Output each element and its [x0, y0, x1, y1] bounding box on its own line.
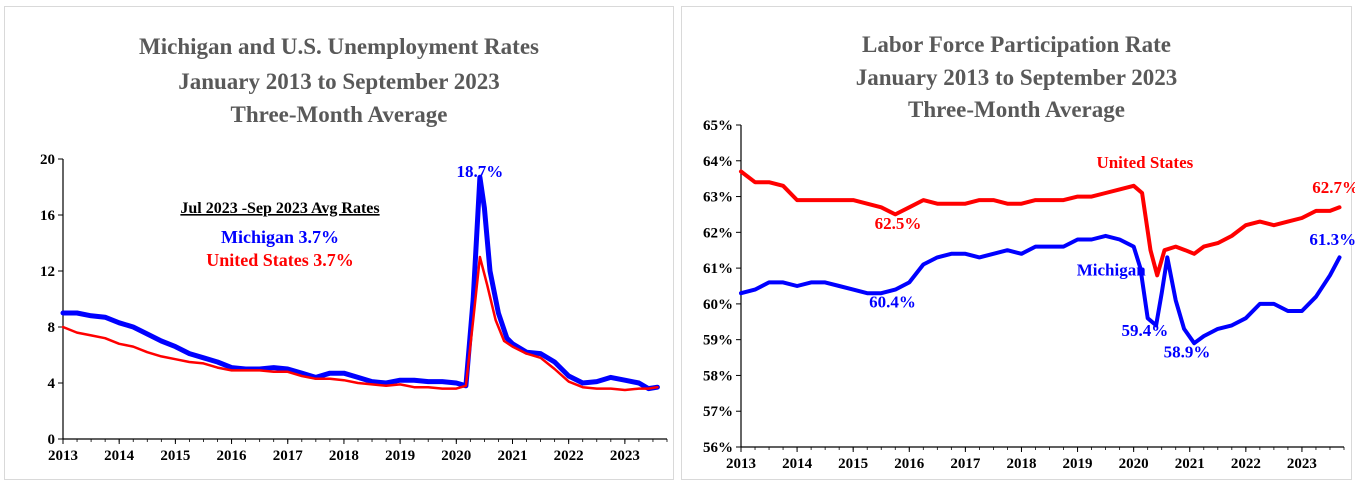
- chart-title-line-3: Three-Month Average: [230, 102, 448, 127]
- unemployment-line-chart: 0 4 8 12 16 20 2013 2014 2015 2016 2017 2018 2019 202…: [40, 152, 668, 464]
- x-tick-label: 2020: [441, 448, 471, 464]
- y-tick-label: 56%: [703, 440, 733, 456]
- x-tick-label: 2013: [726, 456, 756, 472]
- x-tick-label: 2023: [610, 448, 640, 464]
- data-label: 18.7%: [457, 162, 504, 181]
- x-tick-label: 2021: [1175, 456, 1205, 472]
- data-label: 62.7%: [1312, 178, 1355, 197]
- y-tick-label: 16: [40, 208, 56, 224]
- data-label: 62.5%: [875, 214, 922, 233]
- y-tick-label: 62%: [703, 225, 733, 241]
- series-line-united-states: [61, 255, 659, 392]
- y-tick-label: 4: [48, 376, 56, 392]
- x-tick-label: 2023: [1287, 456, 1317, 472]
- data-label: 58.9%: [1164, 343, 1211, 362]
- series-line-michigan: [739, 233, 1342, 346]
- y-tick-label: 8: [48, 320, 56, 336]
- x-tick-label: 2022: [1231, 456, 1261, 472]
- data-label: 60.4%: [869, 292, 916, 311]
- y-tick-label: 57%: [703, 404, 733, 420]
- x-tick-label: 2016: [217, 448, 248, 464]
- y-tick-label: 12: [40, 264, 55, 280]
- participation-chart-panel: Labor Force Participation Rate January 2…: [681, 6, 1355, 480]
- x-tick-label: 2014: [782, 456, 813, 472]
- y-tick-label: 59%: [703, 333, 733, 349]
- y-tick-label: 64%: [703, 154, 733, 170]
- data-label: United States: [1096, 153, 1193, 172]
- x-tick-label: 2015: [160, 448, 190, 464]
- participation-line-chart: 56% 57% 58% 59% 60% 61% 62% 63% 64% 65% 2013 2014 20…: [703, 118, 1355, 472]
- y-tick-label: 61%: [703, 261, 733, 277]
- y-tick-label: 0: [48, 432, 56, 448]
- x-tick-label: 2013: [48, 448, 78, 464]
- chart-title-line-2: January 2013 to September 2023: [855, 65, 1178, 90]
- chart-title-line-1: Labor Force Participation Rate: [862, 32, 1171, 57]
- series-line-michigan: [60, 174, 660, 392]
- y-tick-label: 20: [40, 152, 55, 168]
- series-line-united-states: [739, 169, 1342, 278]
- inset-rate-line: United States 3.7%: [206, 250, 354, 270]
- data-label: Michigan: [1077, 260, 1146, 279]
- x-tick-label: 2019: [385, 448, 415, 464]
- x-tick-label: 2018: [1006, 456, 1036, 472]
- y-tick-label: 60%: [703, 297, 733, 313]
- x-tick-label: 2021: [497, 448, 527, 464]
- chart-title-line-2: January 2013 to September 2023: [178, 69, 500, 94]
- data-label: 61.3%: [1309, 230, 1355, 249]
- unemployment-chart-panel: Michigan and U.S. Unemployment Rates Jan…: [4, 6, 674, 480]
- y-tick-label: 65%: [703, 118, 733, 134]
- chart-title-line-3: Three-Month Average: [908, 97, 1125, 122]
- x-tick-label: 2017: [273, 448, 304, 464]
- inset-heading: Jul 2023 -Sep 2023 Avg Rates: [180, 200, 379, 217]
- y-tick-label: 63%: [703, 190, 733, 206]
- x-tick-label: 2018: [329, 448, 359, 464]
- x-tick-label: 2017: [950, 456, 981, 472]
- x-tick-label: 2022: [554, 448, 584, 464]
- x-tick-label: 2020: [1119, 456, 1149, 472]
- y-tick-label: 58%: [703, 368, 733, 384]
- x-tick-label: 2014: [104, 448, 135, 464]
- chart-title-line-1: Michigan and U.S. Unemployment Rates: [139, 34, 539, 59]
- inset-rate-line: Michigan 3.7%: [221, 227, 339, 247]
- x-tick-label: 2015: [838, 456, 868, 472]
- data-label: 59.4%: [1121, 321, 1168, 340]
- x-tick-label: 2016: [894, 456, 925, 472]
- x-tick-label: 2019: [1063, 456, 1093, 472]
